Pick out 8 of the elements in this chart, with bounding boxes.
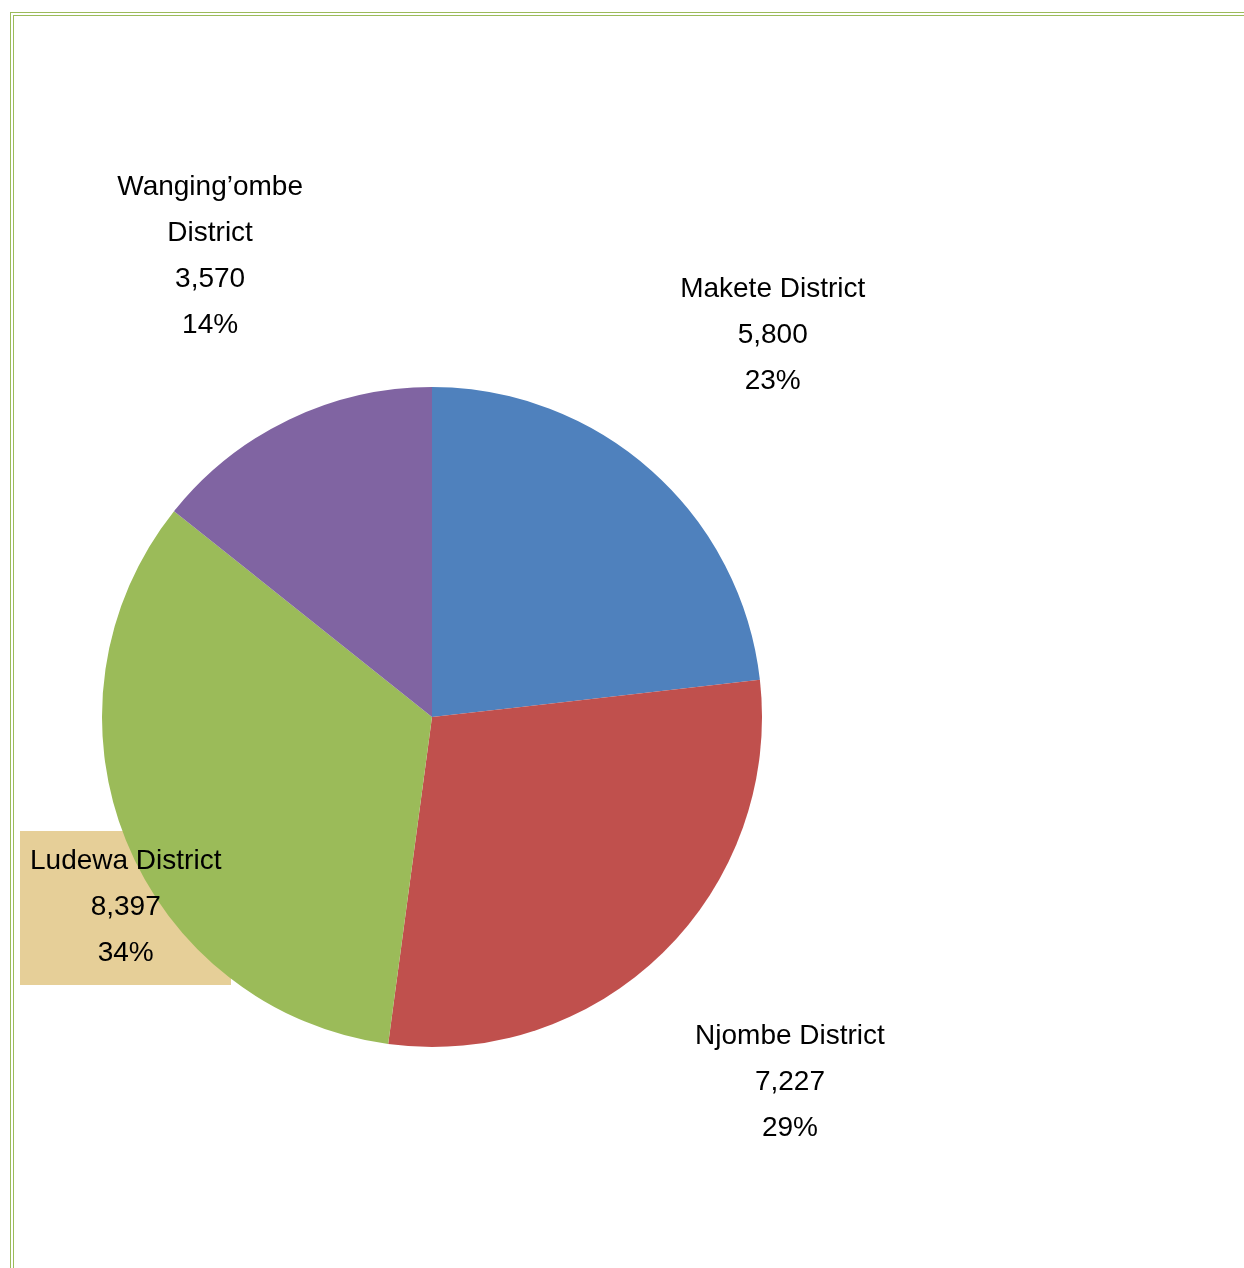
slice-label: Ludewa District <box>30 844 222 876</box>
data-label: 8,397 34% <box>90 890 161 968</box>
slice-label: Makete District <box>680 272 866 304</box>
slice-label: Wanging’ombe District <box>117 169 303 247</box>
data-label: 3,570 14% <box>175 261 246 339</box>
data-label: 5,800 23% <box>737 318 808 396</box>
slice-label: Njombe District <box>695 1019 886 1051</box>
data-label: 7,227 29% <box>754 1065 825 1143</box>
